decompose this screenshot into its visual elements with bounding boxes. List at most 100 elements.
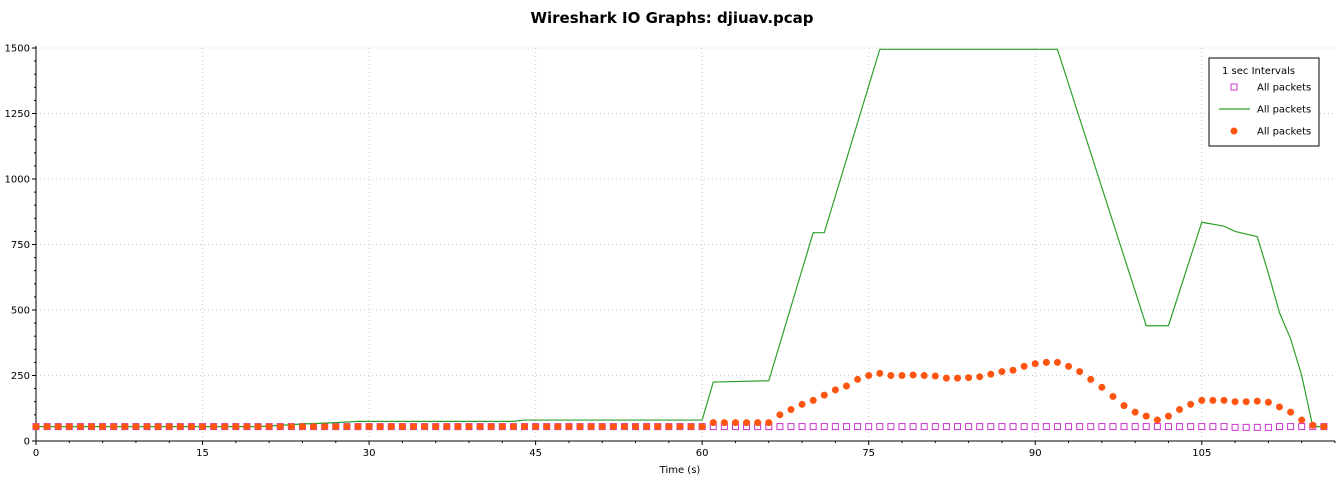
data-point-square [909,423,917,431]
y-tick-label: 250 [11,371,30,382]
data-point-circle [887,372,895,379]
data-point-circle [998,368,1006,376]
data-point-square [1187,423,1195,431]
data-point-square [1264,423,1272,431]
data-point-circle [776,411,784,419]
data-point-square [787,423,795,431]
data-point-circle [532,423,540,431]
data-point-circle [898,372,906,379]
data-point-circle [376,423,384,431]
data-point-circle [232,423,240,431]
data-point-square [976,423,984,431]
data-point-square [1087,423,1095,431]
data-point-circle [454,423,462,431]
data-point-circle [798,400,806,408]
data-point-circle [809,396,817,404]
data-point-square [1065,423,1073,431]
data-point-circle [1020,362,1028,370]
data-point-circle [254,423,262,431]
data-point-square [887,423,895,431]
data-point-square [1242,423,1250,431]
data-point-circle [554,423,562,431]
legend: 1 sec Intervals All packets All packets Al… [1208,57,1320,147]
data-point-circle [487,423,495,431]
y-tick-label: 1000 [5,175,30,186]
data-point-square [809,423,817,431]
data-point-square [1053,423,1061,431]
data-point-circle [365,423,373,431]
legend-item-label: All packets [1257,105,1311,116]
data-point-circle [65,423,73,431]
data-point-circle [842,382,850,390]
data-point-square [1298,423,1306,431]
x-axis-label: Time (s) [659,465,701,476]
series-2 [36,48,1324,428]
data-point-circle [243,423,251,431]
data-point-square [942,423,950,431]
data-point-square [1253,423,1261,431]
data-point-square [1209,423,1217,431]
data-point-circle [987,370,995,378]
data-point-circle [665,423,673,431]
data-point-circle [931,372,939,380]
data-point-circle [1009,366,1017,374]
data-point-circle [709,419,717,427]
y-tick-label: 1250 [5,109,30,120]
data-point-circle [521,423,529,431]
data-point-circle [632,423,640,431]
data-point-circle [321,423,329,431]
data-point-circle [409,423,417,431]
data-point-circle [942,374,950,382]
data-point-circle [265,423,273,431]
data-point-circle [476,423,484,431]
data-point-circle [854,375,862,383]
x-tick-label: 45 [529,448,542,459]
data-point-circle [132,423,140,431]
data-point-circle [965,374,973,382]
legend-item-label: All packets [1257,127,1311,138]
data-point-circle [976,373,984,381]
data-point-square [820,423,828,431]
data-point-square [842,423,850,431]
data-point-square [1042,423,1050,431]
data-point-circle [1109,392,1117,400]
data-point-circle [465,423,473,431]
data-point-circle [1031,360,1039,368]
data-point-circle [387,423,395,431]
data-point-circle [743,419,751,427]
data-point-circle [443,423,451,431]
data-point-square [1109,423,1117,431]
y-tick-label: 500 [11,306,30,317]
y-tick-label: 750 [11,240,30,251]
data-point-square [776,423,784,431]
data-point-square [1198,423,1206,431]
data-point-circle [88,423,96,431]
data-point-circle [332,423,340,431]
data-point-circle [498,423,506,431]
data-point-circle [1087,375,1095,383]
data-point-circle [1209,396,1217,404]
data-point-square [1131,423,1139,431]
data-point-circle [1220,396,1228,404]
data-point-circle [310,423,318,431]
data-point-circle [865,372,873,379]
grid [36,47,1335,441]
x-tick-label: 60 [696,448,709,459]
x-tick-label: 30 [363,448,376,459]
data-point-circle [54,423,62,431]
data-point-circle [1042,358,1050,366]
data-point-circle [831,386,839,394]
data-point-square [1020,423,1028,431]
data-point-circle [210,423,218,431]
data-point-circle [1320,423,1328,431]
legend-box [1208,57,1320,147]
data-point-circle [765,419,773,427]
data-point-circle [176,423,184,431]
data-point-circle [820,391,828,399]
data-point-square [931,423,939,431]
y-tick-label: 0 [24,437,30,448]
data-point-square [954,423,962,431]
data-point-circle [598,423,606,431]
data-point-square [1031,423,1039,431]
